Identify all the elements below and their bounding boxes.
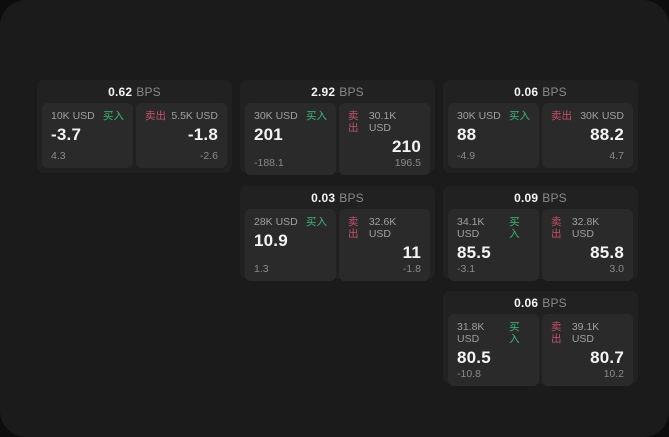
card-header: 2.92 BPS (240, 80, 435, 103)
sell-panel[interactable]: 卖出 39.1K USD 80.7 10.2 (542, 314, 633, 386)
buy-pnl: 4.3 (51, 150, 66, 162)
buy-notional: 34.1K USD (457, 216, 485, 240)
quote-card: 0.62 BPS 10K USD 买入 -3.7 4.3 卖出 5.5K USD… (37, 80, 232, 173)
buy-panel[interactable]: 31.8K USD 买入 80.5 -10.8 (448, 314, 539, 386)
bps-value: 0.06 (514, 295, 539, 310)
buy-notional: 31.8K USD (457, 321, 485, 345)
sell-panel[interactable]: 卖出 32.6K USD 11 -1.8 (339, 209, 430, 281)
quote-card: 0.06 BPS 30K USD 买入 88 -4.9 卖出 30K USD 8… (443, 80, 638, 173)
sell-notional: 32.8K USD (571, 216, 600, 240)
sell-label: 卖出 (551, 321, 562, 345)
buy-price: 201 (254, 125, 283, 144)
buy-pnl: -4.9 (457, 150, 476, 162)
sell-price: 88.2 (590, 125, 624, 144)
sell-panel[interactable]: 卖出 30.1K USD 210 196.5 (339, 103, 430, 175)
quote-card: 0.06 BPS 31.8K USD 买入 80.5 -10.8 卖出 39.1… (443, 291, 638, 386)
sell-pnl: -1.8 (402, 263, 421, 275)
card-header: 0.06 BPS (443, 80, 638, 103)
sell-label: 卖出 (551, 110, 572, 122)
buy-pnl: 1.3 (254, 263, 269, 275)
buy-panel[interactable]: 28K USD 买入 10.9 1.3 (245, 209, 336, 281)
card-header: 0.03 BPS (240, 186, 435, 209)
buy-label: 买入 (509, 216, 520, 240)
buy-label: 买入 (103, 110, 124, 122)
buy-price: 80.5 (457, 348, 491, 367)
quote-card: 2.92 BPS 30K USD 买入 201 -188.1 卖出 30.1K … (240, 80, 435, 175)
sell-notional: 39.1K USD (571, 321, 600, 345)
sell-notional: 30K USD (580, 110, 624, 122)
sell-pnl: 4.7 (609, 150, 624, 162)
buy-label: 买入 (509, 110, 530, 122)
sell-price: -1.8 (187, 125, 218, 144)
card-header: 0.06 BPS (443, 291, 638, 314)
sell-label: 卖出 (145, 110, 166, 122)
bps-value: 2.92 (311, 84, 336, 99)
buy-label: 买入 (306, 216, 327, 228)
sell-pnl: 3.0 (609, 263, 624, 275)
sell-price: 80.7 (590, 348, 624, 367)
sell-notional: 5.5K USD (171, 110, 218, 122)
sell-label: 卖出 (551, 216, 562, 240)
buy-panel[interactable]: 10K USD 买入 -3.7 4.3 (42, 103, 133, 168)
sell-label: 卖出 (348, 110, 359, 134)
bps-unit: BPS (136, 84, 161, 99)
sell-panel[interactable]: 卖出 5.5K USD -1.8 -2.6 (136, 103, 227, 168)
sell-panel[interactable]: 卖出 32.8K USD 85.8 3.0 (542, 209, 633, 281)
buy-notional: 30K USD (457, 110, 501, 122)
bps-unit: BPS (339, 190, 364, 205)
sell-price: 85.8 (590, 243, 624, 262)
buy-pnl: -188.1 (254, 157, 284, 169)
sell-pnl: -2.6 (199, 150, 218, 162)
sell-notional: 30.1K USD (368, 110, 397, 134)
sell-label: 卖出 (348, 216, 359, 240)
buy-pnl: -10.8 (457, 368, 481, 380)
buy-price: -3.7 (51, 125, 82, 144)
bps-unit: BPS (542, 84, 567, 99)
buy-panel[interactable]: 30K USD 买入 88 -4.9 (448, 103, 539, 168)
bps-value: 0.09 (514, 190, 539, 205)
sell-pnl: 196.5 (394, 157, 421, 169)
buy-label: 买入 (306, 110, 327, 122)
card-header: 0.62 BPS (37, 80, 232, 103)
buy-notional: 30K USD (254, 110, 298, 122)
buy-label: 买入 (509, 321, 520, 345)
buy-price: 85.5 (457, 243, 491, 262)
bps-unit: BPS (542, 295, 567, 310)
sell-notional: 32.6K USD (368, 216, 397, 240)
bps-value: 0.03 (311, 190, 336, 205)
bps-value: 0.62 (108, 84, 133, 99)
buy-panel[interactable]: 34.1K USD 买入 85.5 -3.1 (448, 209, 539, 281)
buy-price: 88 (457, 125, 477, 144)
quote-card: 0.09 BPS 34.1K USD 买入 85.5 -3.1 卖出 32.8K… (443, 186, 638, 281)
bps-unit: BPS (339, 84, 364, 99)
buy-price: 10.9 (254, 231, 288, 250)
buy-panel[interactable]: 30K USD 买入 201 -188.1 (245, 103, 336, 175)
card-header: 0.09 BPS (443, 186, 638, 209)
sell-panel[interactable]: 卖出 30K USD 88.2 4.7 (542, 103, 633, 168)
buy-notional: 28K USD (254, 216, 298, 228)
sell-price: 11 (402, 243, 421, 262)
sell-pnl: 10.2 (603, 368, 624, 380)
bps-unit: BPS (542, 190, 567, 205)
buy-notional: 10K USD (51, 110, 95, 122)
buy-pnl: -3.1 (457, 263, 476, 275)
bps-value: 0.06 (514, 84, 539, 99)
sell-price: 210 (392, 137, 421, 156)
quote-card: 0.03 BPS 28K USD 买入 10.9 1.3 卖出 32.6K US… (240, 186, 435, 281)
